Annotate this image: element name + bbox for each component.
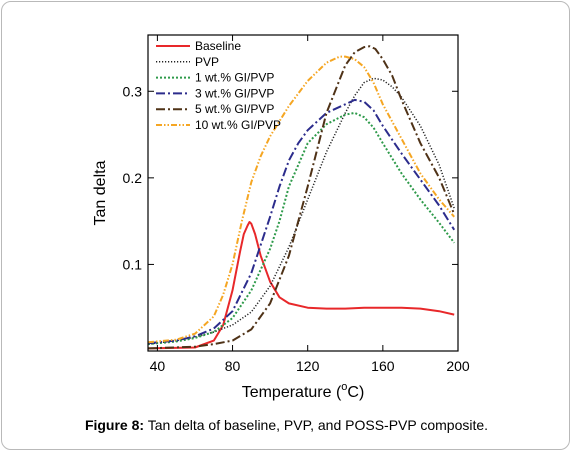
y-tick-label-1: 0.2 <box>123 170 143 186</box>
x-axis-title-suffix: C) <box>347 384 364 401</box>
series-lines <box>147 45 456 350</box>
axes: 40 80 120 160 200 0.1 0.2 0.3 <box>123 34 470 374</box>
x-tick-label-2: 120 <box>296 358 320 374</box>
y-axis-title: Tan delta <box>92 160 109 225</box>
x-tick-label-0: 40 <box>150 358 166 374</box>
series-line-1 <box>147 77 455 345</box>
degree-symbol: o <box>341 381 347 393</box>
legend-label-0: Baseline <box>195 39 241 53</box>
legend-label-1: PVP <box>195 55 219 69</box>
figure-caption: Figure 8: Tan delta of baseline, PVP, an… <box>0 417 573 433</box>
series-line-0 <box>147 221 455 350</box>
plot-frame <box>147 34 459 352</box>
legend-label-4: 5 wt.% GI/PVP <box>195 102 274 116</box>
x-axis-title-prefix: Temperature ( <box>242 384 342 401</box>
series-line-4 <box>147 45 456 350</box>
x-tick-label-1: 80 <box>225 358 241 374</box>
caption-text: Tan delta of baseline, PVP, and POSS-PVP… <box>144 417 489 433</box>
y-tick-label-0: 0.1 <box>123 256 143 272</box>
y-tick-label-2: 0.3 <box>123 83 143 99</box>
legend-label-2: 1 wt.% GI/PVP <box>195 71 274 85</box>
series-line-3 <box>147 98 456 345</box>
legend-label-3: 3 wt.% GI/PVP <box>195 86 274 100</box>
series-line-2 <box>147 111 455 346</box>
x-tick-label-3: 160 <box>371 358 395 374</box>
caption-label: Figure 8: <box>84 417 145 433</box>
series-line-5 <box>147 55 455 344</box>
x-axis-title: Temperature (oC) <box>242 381 365 401</box>
legend-label-5: 10 wt.% GI/PVP <box>195 118 281 132</box>
x-tick-label-4: 200 <box>446 358 470 374</box>
